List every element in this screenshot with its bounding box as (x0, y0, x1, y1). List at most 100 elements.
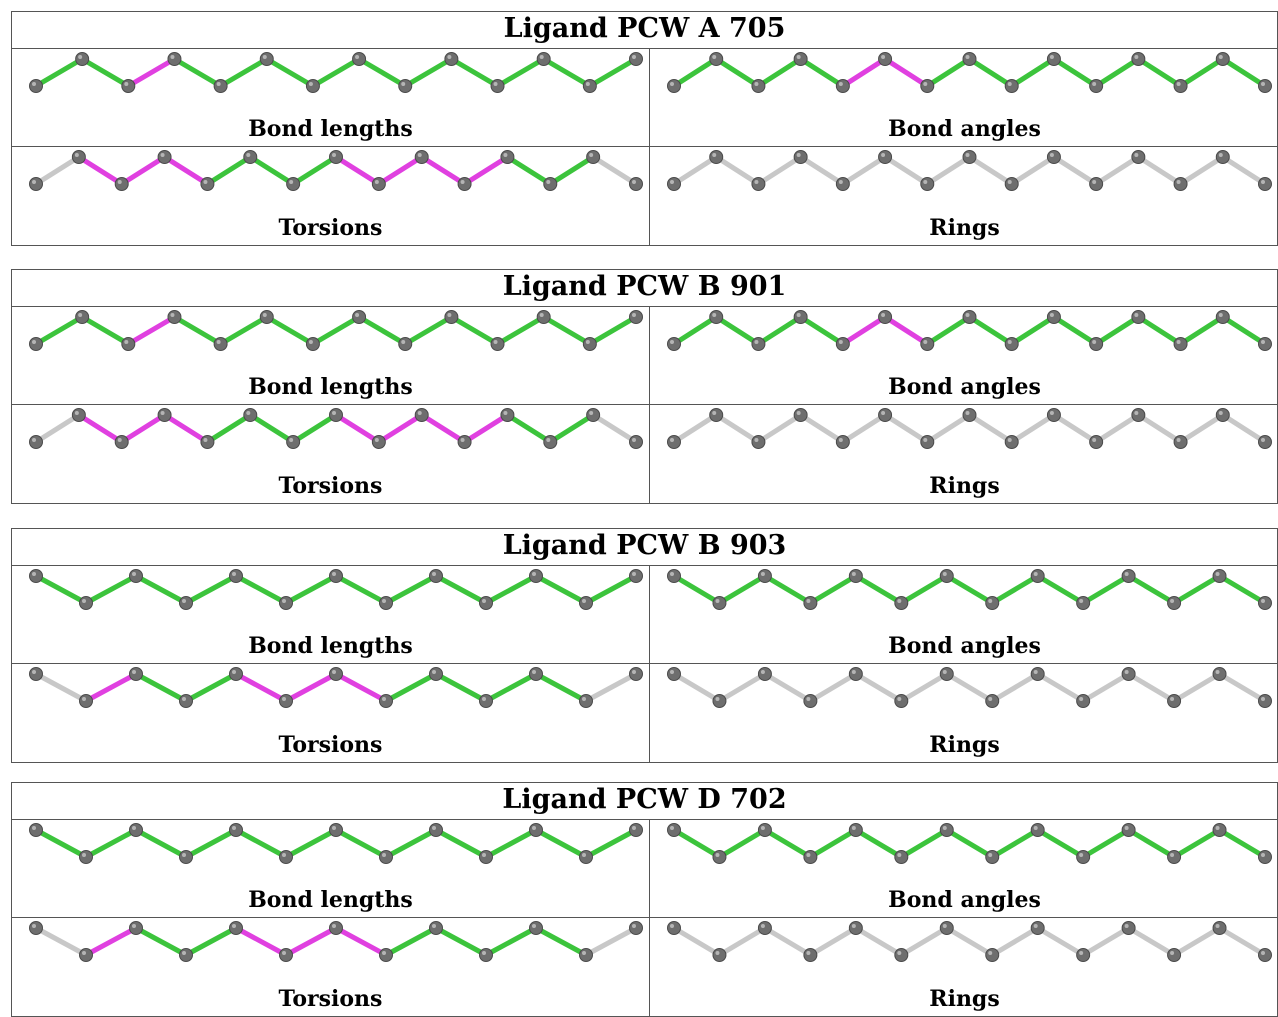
atom (379, 694, 393, 708)
bond-gray (671, 412, 719, 445)
atom (29, 921, 43, 935)
atom-highlight (82, 951, 86, 955)
bond-green (504, 412, 553, 445)
atom (629, 569, 643, 583)
atom-highlight (1170, 599, 1175, 603)
bond-green (853, 573, 904, 606)
panel-label: Rings (929, 215, 1000, 241)
bond-gray (33, 154, 82, 187)
bond-green (1178, 314, 1226, 347)
atom (920, 79, 935, 93)
atom (1076, 850, 1091, 864)
bond-gray (1171, 671, 1223, 704)
atom (179, 694, 193, 708)
molecule-chain (29, 52, 643, 93)
atom (259, 310, 274, 324)
atom (667, 79, 681, 93)
bond-green (333, 827, 389, 860)
atom-highlight (965, 153, 970, 157)
atom-highlight (712, 153, 717, 157)
atom-highlight (493, 82, 498, 86)
atom-highlight (988, 951, 993, 955)
bond-green (171, 56, 224, 89)
bond-gray (1217, 925, 1268, 958)
bond-green (944, 573, 995, 606)
atom (75, 52, 90, 66)
atom-highlight (796, 55, 801, 59)
bond-green (290, 154, 339, 187)
panel-bond-angles: Bond angles (650, 566, 1278, 664)
bond-green (283, 827, 339, 860)
atom-highlight (482, 599, 486, 603)
atom (579, 596, 593, 610)
bond-green (383, 573, 439, 606)
bond-gray (1009, 412, 1057, 445)
atom (1258, 694, 1272, 708)
atom (920, 435, 935, 449)
atom-highlight (539, 55, 544, 59)
molecule-chain (29, 667, 643, 708)
atom (379, 850, 393, 864)
bond-gray (1051, 154, 1099, 187)
bond-green (671, 314, 719, 347)
atom (1076, 596, 1091, 610)
atom-highlight (712, 411, 717, 415)
bond-green (944, 827, 995, 860)
atom (279, 596, 293, 610)
atom (429, 667, 443, 681)
atom-highlight (760, 826, 765, 830)
atom (329, 921, 343, 935)
atom-highlight (923, 180, 928, 184)
atom-highlight (1176, 340, 1181, 344)
atom (1131, 52, 1146, 66)
atom (1167, 694, 1182, 708)
atom-highlight (838, 438, 843, 442)
panel-torsions: Torsions (12, 147, 650, 245)
bond-gray (713, 154, 761, 187)
atom (878, 310, 893, 324)
bond-gray (1080, 671, 1132, 704)
bond-gray (1178, 412, 1226, 445)
atom-highlight (432, 670, 436, 674)
atom (793, 150, 808, 164)
atom (1089, 435, 1104, 449)
bond-green (1035, 573, 1086, 606)
atom (398, 337, 413, 351)
panel-label: Rings (929, 732, 1000, 758)
atom (179, 948, 193, 962)
atom-highlight (582, 697, 586, 701)
atom (129, 569, 143, 583)
bond-gray (755, 412, 804, 445)
atom-highlight (532, 670, 536, 674)
atom-highlight (1176, 82, 1181, 86)
atom-highlight (1215, 826, 1220, 830)
bond-magenta (462, 154, 510, 187)
bond-green (183, 827, 239, 860)
panel-label: Bond lengths (248, 374, 413, 400)
atom-highlight (262, 313, 267, 317)
atom-highlight (182, 951, 186, 955)
atom-highlight (712, 55, 717, 59)
ligand-block: Ligand PCW A 705 Bond lengths Bond angle… (11, 11, 1278, 246)
atom-highlight (289, 180, 294, 184)
atom-highlight (1092, 82, 1097, 86)
atom-highlight (132, 670, 136, 674)
atom-highlight (82, 697, 86, 701)
bond-green (333, 573, 389, 606)
panel-bond-lengths: Bond lengths (12, 307, 650, 405)
atom (894, 948, 909, 962)
atom-highlight (670, 82, 674, 86)
bond-gray (1035, 925, 1086, 958)
bond-gray (713, 412, 761, 445)
atom-highlight (1215, 572, 1220, 576)
atom (1004, 177, 1019, 191)
atom (1215, 408, 1230, 422)
bond-green (402, 314, 454, 347)
bond-green (204, 412, 253, 445)
bond-green (433, 827, 489, 860)
bond-green (247, 154, 296, 187)
atom-highlight (1079, 697, 1084, 701)
bond-green (283, 573, 339, 606)
atom (848, 921, 863, 935)
atom (878, 150, 893, 164)
